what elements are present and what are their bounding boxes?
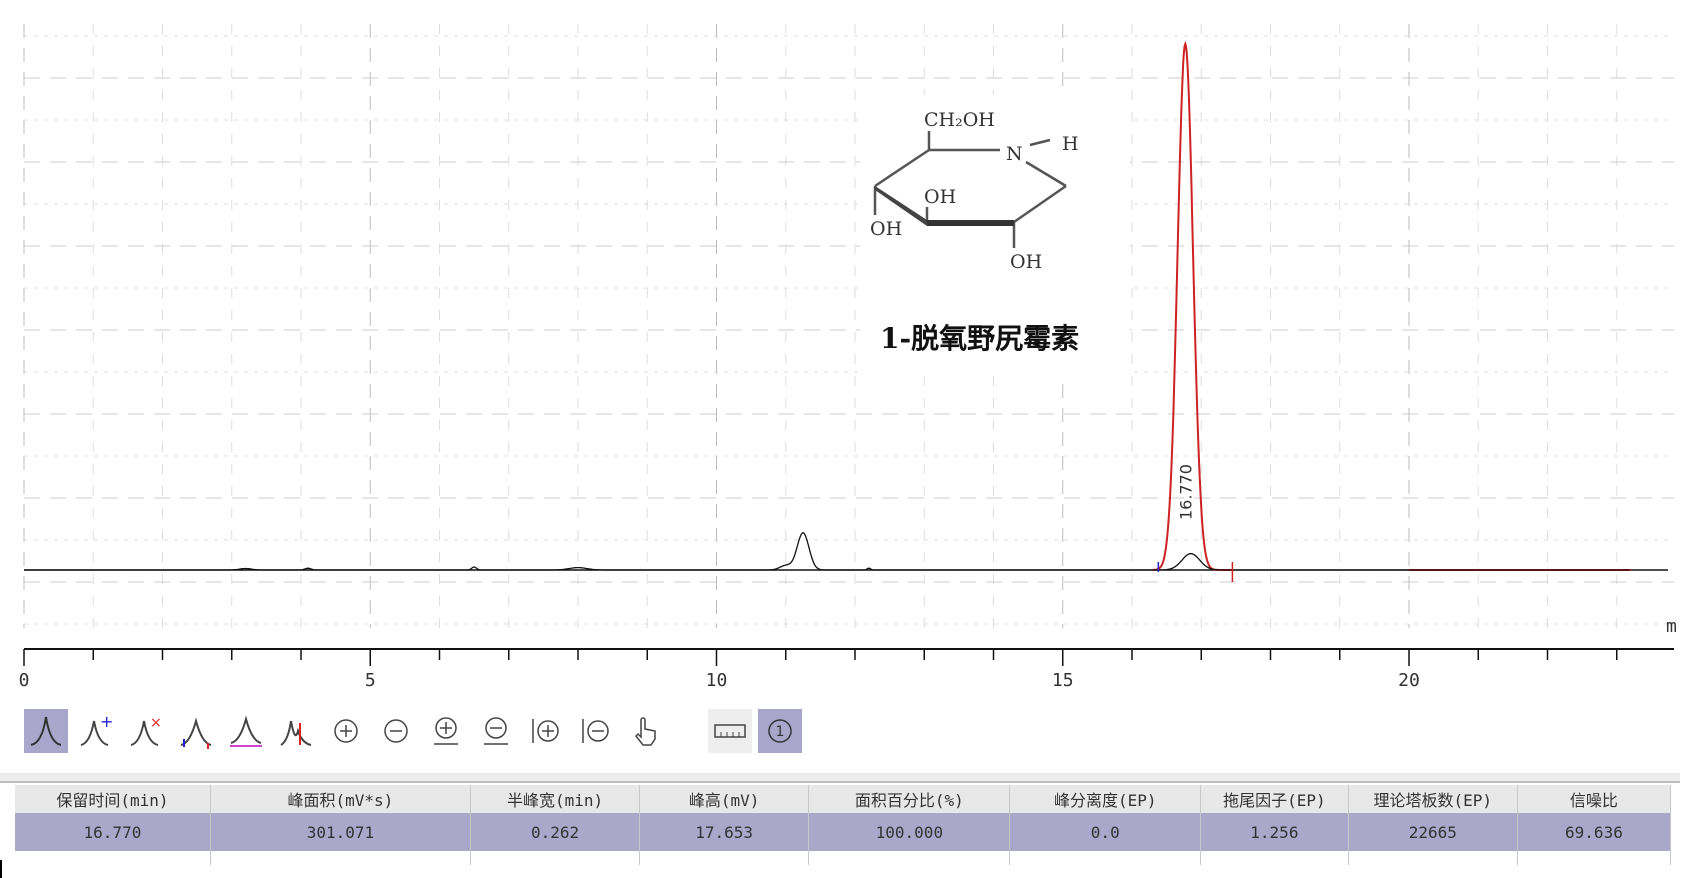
table-empty-row [15, 851, 1672, 865]
traces [24, 40, 1668, 582]
empty-cell [470, 851, 641, 865]
column-header[interactable]: 信噪比 [1517, 785, 1672, 813]
structure-image: CH₂OH N H OH OH OH 1-脱氧野尻霉素 [860, 95, 1130, 375]
cursor-caret [0, 860, 2, 878]
empty-cell [1348, 851, 1518, 865]
zoom-out-y-icon[interactable] [474, 709, 518, 753]
n-label: N [1006, 143, 1023, 165]
table-header: 保留时间(min) 峰面积(mV*s) 半峰宽(min) 峰高(mV) 面积百分比(%)… [15, 785, 1672, 813]
zoom-in-icon[interactable] [324, 709, 368, 753]
column-header[interactable]: 半峰宽(min) [470, 785, 641, 813]
tick-label: 20 [1398, 670, 1420, 691]
hand-pan-icon[interactable] [624, 709, 668, 753]
oh-label-3: OH [1010, 251, 1042, 273]
tick-label: 10 [706, 670, 728, 691]
empty-cell [15, 851, 211, 865]
compound-name: 1-脱氧野尻霉素 [880, 322, 1079, 355]
table-cell: 301.071 [210, 813, 471, 851]
zoom-out-icon[interactable] [374, 709, 418, 753]
svg-text:+: + [100, 713, 113, 731]
table-cell: 0.0 [1009, 813, 1202, 851]
splitter[interactable] [0, 773, 1680, 783]
x-axis: 0 5 10 15 20 [19, 648, 1674, 691]
tick-label: 5 [365, 670, 376, 691]
empty-cell [210, 851, 471, 865]
baseline-icon[interactable] [224, 709, 268, 753]
oh-label-2: OH [870, 218, 902, 240]
svg-text:1: 1 [776, 724, 785, 740]
table-cell: 69.636 [1517, 813, 1672, 851]
table-cell: 100.000 [808, 813, 1011, 851]
column-header[interactable]: 理论塔板数(EP) [1348, 785, 1518, 813]
zoom-out-x-icon[interactable] [574, 709, 618, 753]
delete-peak-icon[interactable]: × [124, 709, 168, 753]
empty-cell [639, 851, 810, 865]
x-axis-label: m [1666, 616, 1677, 637]
table-row[interactable]: 16.770 301.071 0.262 17.653 100.000 0.0 1.256 2… [15, 813, 1672, 851]
zoom-in-y-icon[interactable] [424, 709, 468, 753]
ch2oh-label: CH₂OH [924, 109, 995, 131]
empty-cell [1200, 851, 1349, 865]
svg-text:×: × [150, 715, 162, 731]
add-peak-icon[interactable]: + [74, 709, 118, 753]
table-cell: 22665 [1348, 813, 1518, 851]
column-header[interactable]: 拖尾因子(EP) [1200, 785, 1349, 813]
column-header[interactable]: 保留时间(min) [15, 785, 211, 813]
grid [23, 24, 1674, 628]
ruler-icon[interactable] [708, 709, 752, 753]
empty-cell [1009, 851, 1202, 865]
circled-one-icon[interactable]: 1 [758, 709, 802, 753]
peak-table: 保留时间(min) 峰面积(mV*s) 半峰宽(min) 峰高(mV) 面积百分比(%)… [15, 785, 1672, 865]
chromatogram[interactable]: 0 5 10 15 20 m 16.770 CH₂OH N H OH OH OH 1-脱… [0, 0, 1696, 700]
peak-icon[interactable] [24, 709, 68, 753]
empty-cell [1517, 851, 1672, 865]
split-peak-icon[interactable] [174, 709, 218, 753]
empty-cell [808, 851, 1011, 865]
table-cell: 17.653 [639, 813, 810, 851]
merge-peak-icon[interactable] [274, 709, 318, 753]
table-cell: 16.770 [15, 813, 211, 851]
table-cell: 0.262 [470, 813, 641, 851]
column-header[interactable]: 峰高(mV) [639, 785, 810, 813]
tick-label: 15 [1052, 670, 1074, 691]
toolbar: + × 1 [24, 708, 802, 754]
table-cell: 1.256 [1200, 813, 1349, 851]
column-header[interactable]: 峰分离度(EP) [1009, 785, 1202, 813]
tick-label: 0 [19, 670, 30, 691]
column-header[interactable]: 面积百分比(%) [808, 785, 1011, 813]
zoom-in-x-icon[interactable] [524, 709, 568, 753]
h-label: H [1062, 133, 1079, 155]
oh-label-1: OH [924, 186, 956, 208]
series-line-1 [24, 532, 1630, 571]
column-header[interactable]: 峰面积(mV*s) [210, 785, 471, 813]
peak-label: 16.770 [1176, 464, 1195, 520]
